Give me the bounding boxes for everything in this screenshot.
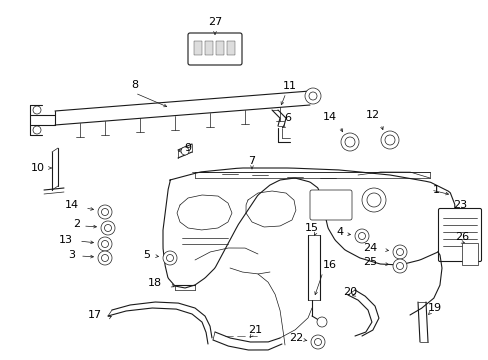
Circle shape (396, 262, 403, 270)
Bar (204, 41, 213, 55)
Circle shape (308, 92, 316, 100)
Text: 26: 26 (454, 232, 468, 242)
Circle shape (345, 137, 354, 147)
Text: 14: 14 (65, 200, 79, 210)
Circle shape (366, 193, 380, 207)
Bar (194, 41, 202, 55)
Text: 14: 14 (322, 112, 336, 122)
Circle shape (392, 259, 406, 273)
Circle shape (98, 205, 112, 219)
Circle shape (340, 133, 358, 151)
Text: 9: 9 (184, 143, 191, 153)
Circle shape (392, 245, 406, 259)
Text: 18: 18 (148, 278, 162, 288)
Circle shape (102, 240, 108, 248)
Circle shape (102, 255, 108, 261)
Text: 16: 16 (323, 260, 336, 270)
Circle shape (380, 131, 398, 149)
Circle shape (104, 225, 111, 231)
Text: 10: 10 (31, 163, 45, 173)
Text: 23: 23 (452, 200, 466, 210)
Text: 15: 15 (305, 223, 318, 233)
Circle shape (384, 135, 394, 145)
Bar (216, 41, 224, 55)
Bar (461, 243, 477, 265)
Circle shape (101, 221, 115, 235)
Text: 17: 17 (88, 310, 102, 320)
Circle shape (166, 255, 173, 261)
Circle shape (354, 229, 368, 243)
Circle shape (102, 208, 108, 216)
Text: 19: 19 (427, 303, 441, 313)
Circle shape (361, 188, 385, 212)
Text: 21: 21 (247, 325, 262, 335)
Circle shape (396, 248, 403, 256)
FancyBboxPatch shape (309, 190, 351, 220)
Text: 22: 22 (288, 333, 303, 343)
Text: 3: 3 (68, 250, 75, 260)
Text: 4: 4 (336, 227, 343, 237)
Text: 12: 12 (365, 110, 379, 120)
Text: 24: 24 (362, 243, 376, 253)
Text: 11: 11 (283, 81, 296, 91)
Text: 13: 13 (59, 235, 73, 245)
Circle shape (33, 126, 41, 134)
Circle shape (181, 147, 189, 155)
Text: 20: 20 (342, 287, 356, 297)
FancyBboxPatch shape (187, 33, 242, 65)
Text: 25: 25 (362, 257, 376, 267)
Circle shape (305, 88, 320, 104)
Circle shape (33, 106, 41, 114)
Circle shape (316, 317, 326, 327)
Circle shape (314, 338, 321, 346)
Circle shape (98, 251, 112, 265)
Circle shape (98, 237, 112, 251)
FancyBboxPatch shape (438, 208, 481, 261)
Circle shape (310, 335, 325, 349)
Text: 6: 6 (284, 113, 291, 123)
Bar (226, 41, 235, 55)
Text: 2: 2 (73, 219, 81, 229)
Text: 7: 7 (248, 156, 255, 166)
Circle shape (163, 251, 177, 265)
Text: 27: 27 (207, 17, 222, 27)
Text: 5: 5 (143, 250, 150, 260)
Text: 8: 8 (131, 80, 138, 90)
Text: 1: 1 (431, 185, 439, 195)
Circle shape (358, 233, 365, 239)
